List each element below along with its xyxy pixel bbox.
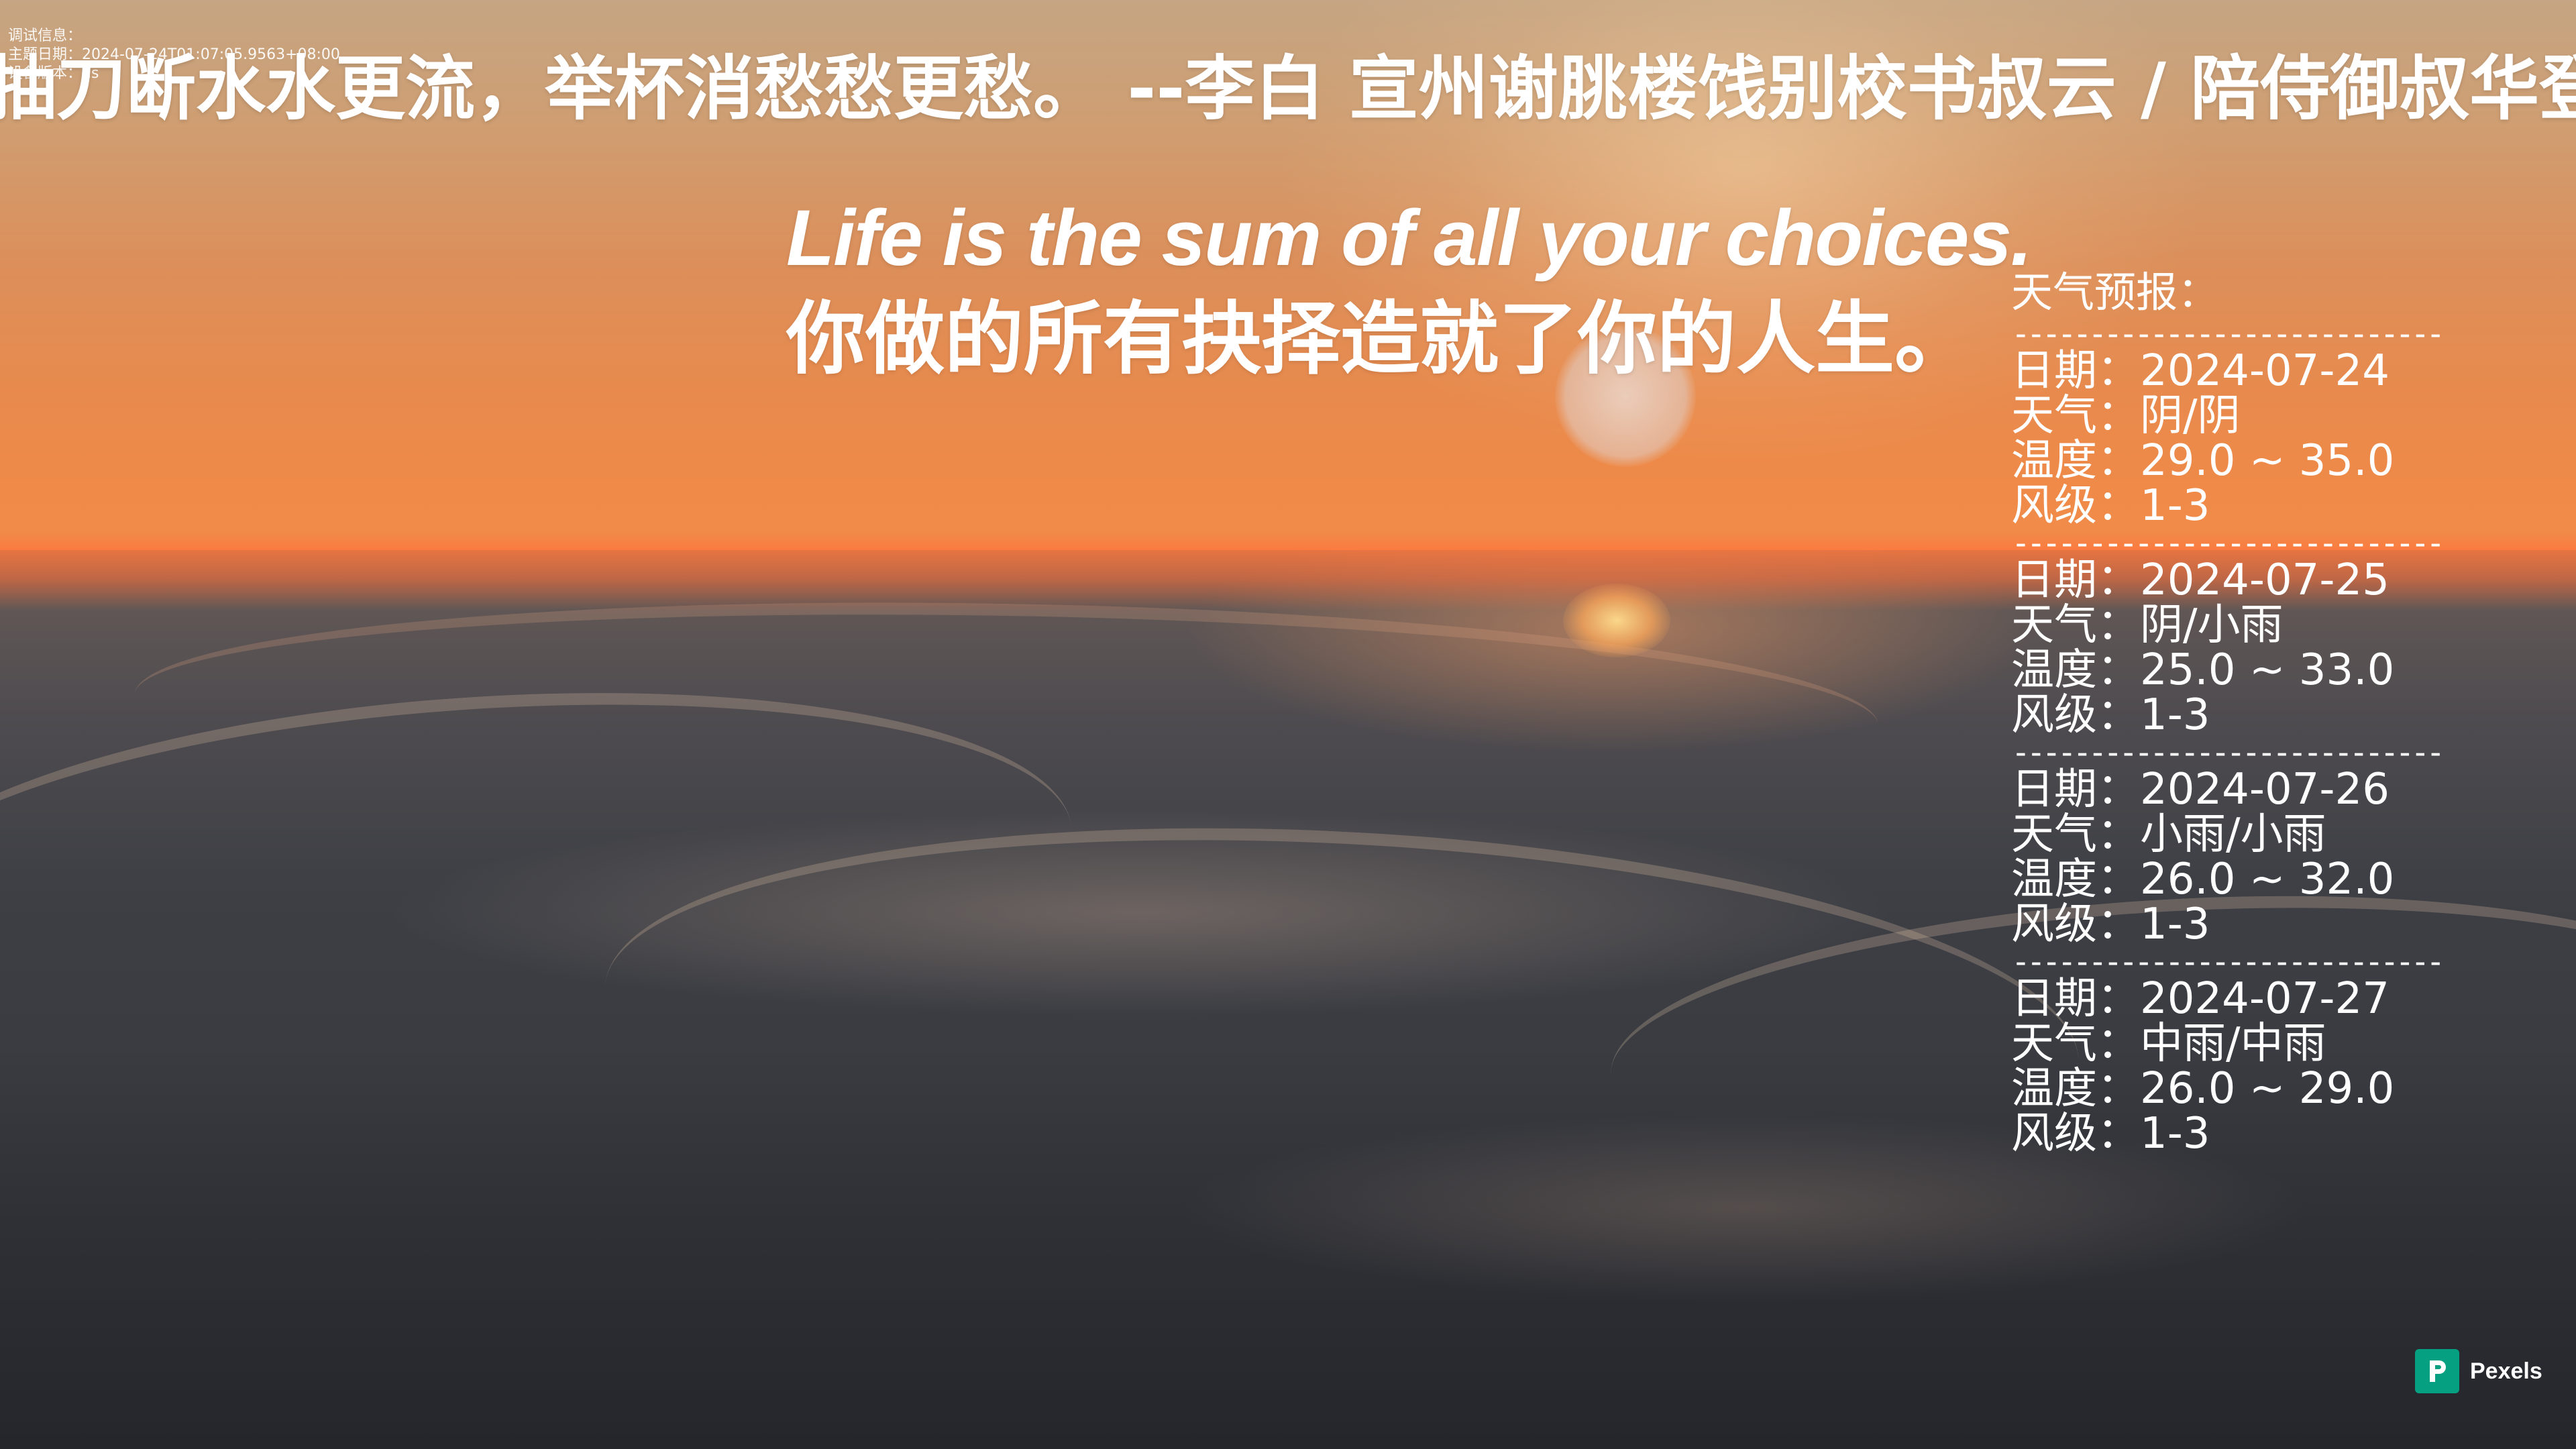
background-sky: [0, 0, 2576, 550]
horizon-band: [0, 530, 2576, 610]
forecast-day: 日期：2024-07-25 天气：阴/小雨 温度：25.0 ~ 33.0 风级：…: [2011, 558, 2494, 738]
poem-marquee: 抽刀断水水更流，举杯消愁愁更愁。 --李白 宣州谢朓楼饯别校书叔云 / 陪侍御叔…: [0, 48, 2576, 129]
forecast-date: 日期：2024-07-26: [2011, 765, 2390, 814]
sun-reflection: [1563, 584, 1670, 657]
forecast-temperature: 温度：25.0 ~ 33.0: [2011, 645, 2395, 695]
forecast-temperature: 温度：26.0 ~ 29.0: [2011, 1064, 2395, 1114]
divider: -----------------------------: [2011, 738, 2440, 767]
pexels-logo-icon: [2415, 1349, 2459, 1393]
forecast-weather: 天气：中雨/中雨: [2011, 1019, 2326, 1069]
forecast-weather: 天气：阴/阴: [2011, 391, 2241, 441]
debug-date: 主题日期：2024-07-24T01:07:05.9563+08:00: [8, 46, 340, 63]
pexels-credit[interactable]: Pexels: [2415, 1349, 2542, 1393]
forecast-day: 日期：2024-07-27 天气：中雨/中雨 温度：26.0 ~ 29.0 风级…: [2011, 977, 2494, 1157]
forecast-wind: 风级：1-3: [2011, 481, 2210, 531]
forecast-day: 日期：2024-07-24 天气：阴/阴 温度：29.0 ~ 35.0 风级：1…: [2011, 349, 2494, 529]
forecast-temperature: 温度：29.0 ~ 35.0: [2011, 436, 2395, 486]
divider: -----------------------------: [2011, 319, 2440, 349]
forecast-weather: 天气：阴/小雨: [2011, 600, 2284, 650]
divider: -----------------------------: [2011, 947, 2440, 977]
divider: -----------------------------: [2011, 529, 2440, 558]
quote-block: Life is the sum of all your choices. 你做的…: [786, 188, 2033, 389]
forecast-temperature: 温度：26.0 ~ 32.0: [2011, 855, 2395, 904]
background-sea: [0, 550, 2576, 1449]
weather-title: 天气预报：: [2011, 268, 2220, 317]
debug-info: 调试信息： 主题日期：2024-07-24T01:07:05.9563+08:0…: [8, 27, 340, 83]
sun-disc: [1555, 326, 1696, 467]
forecast-date: 日期：2024-07-27: [2011, 974, 2390, 1024]
forecast-wind: 风级：1-3: [2011, 690, 2210, 740]
forecast-date: 日期：2024-07-24: [2011, 346, 2390, 396]
forecast-date: 日期：2024-07-25: [2011, 555, 2390, 605]
pexels-label: Pexels: [2470, 1358, 2542, 1384]
debug-remote: 设备版本：us: [8, 65, 99, 82]
forecast-wind: 风级：1-3: [2011, 1109, 2210, 1159]
weather-forecast: 天气预报： ----------------------------- 日期：2…: [2011, 266, 2494, 1157]
quote-chinese: 你做的所有抉择造就了你的人生。: [786, 292, 1974, 385]
sky-glow: [1275, 0, 2214, 470]
forecast-wind: 风级：1-3: [2011, 900, 2210, 949]
quote-english: Life is the sum of all your choices.: [786, 194, 2033, 282]
debug-title: 调试信息：: [8, 28, 83, 44]
forecast-weather: 天气：小雨/小雨: [2011, 810, 2326, 859]
forecast-day: 日期：2024-07-26 天气：小雨/小雨 温度：26.0 ~ 32.0 风级…: [2011, 767, 2494, 947]
